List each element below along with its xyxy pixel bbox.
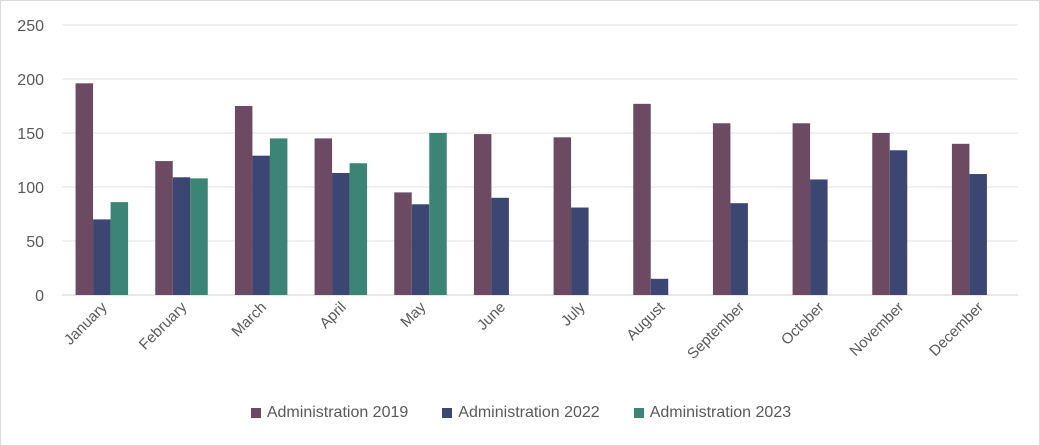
bar [93, 219, 111, 295]
y-tick-label: 0 [35, 288, 44, 305]
legend-label: Administration 2023 [649, 404, 792, 421]
bar [332, 172, 350, 295]
x-tick-label: February [136, 298, 191, 353]
bar [349, 163, 368, 295]
bar [810, 179, 828, 295]
legend-swatch [633, 408, 644, 418]
x-tick-label: November [846, 299, 907, 360]
bar [553, 137, 572, 295]
y-tick-label: 50 [26, 234, 44, 251]
bar [190, 178, 208, 295]
x-tick-label: April [316, 299, 349, 332]
bar [269, 138, 288, 295]
y-tick-label: 250 [17, 18, 44, 35]
bar-chart: 0 50 100 150 200 250 January February March April… [17, 18, 1018, 363]
y-tick-label: 150 [17, 126, 44, 143]
legend-swatch [442, 408, 453, 418]
bar [633, 103, 651, 295]
x-tick-label: August [623, 298, 669, 344]
bar [951, 143, 970, 295]
bar [314, 138, 333, 295]
bar [394, 192, 412, 295]
legend-item-2023: Administration 2023 [633, 404, 792, 422]
bar [969, 174, 987, 295]
x-tick-label: June [474, 299, 509, 334]
legend-label: Administration 2019 [266, 404, 409, 421]
bar [650, 278, 669, 295]
x-tick-label: October [778, 299, 828, 349]
legend: Administration 2019 Administration 2022 … [1, 404, 1039, 422]
bar [872, 133, 890, 295]
bar [252, 155, 270, 295]
bar [411, 204, 430, 295]
bar [234, 106, 253, 295]
bar [491, 197, 509, 295]
x-tick-label: May [397, 298, 429, 330]
x-tick-label: March [228, 299, 269, 340]
bar [473, 134, 492, 295]
y-tick-label: 100 [17, 180, 44, 197]
bar [429, 133, 447, 295]
bar [792, 123, 811, 295]
bar [712, 123, 731, 295]
y-tick-label: 200 [17, 72, 44, 89]
x-tick-label: September [684, 299, 748, 363]
legend-swatch [250, 408, 261, 418]
legend-item-2022: Administration 2022 [442, 404, 600, 422]
bar [730, 203, 748, 295]
bar [155, 161, 173, 295]
bar [172, 177, 191, 295]
bar [889, 150, 908, 295]
bar [571, 207, 589, 295]
x-tick-label: July [558, 298, 589, 329]
legend-label: Administration 2022 [458, 404, 600, 421]
bar [110, 202, 129, 295]
x-tick-label: December [926, 299, 987, 360]
bar [75, 83, 94, 295]
legend-item-2019: Administration 2019 [250, 404, 409, 422]
x-tick-label: January [61, 298, 111, 348]
